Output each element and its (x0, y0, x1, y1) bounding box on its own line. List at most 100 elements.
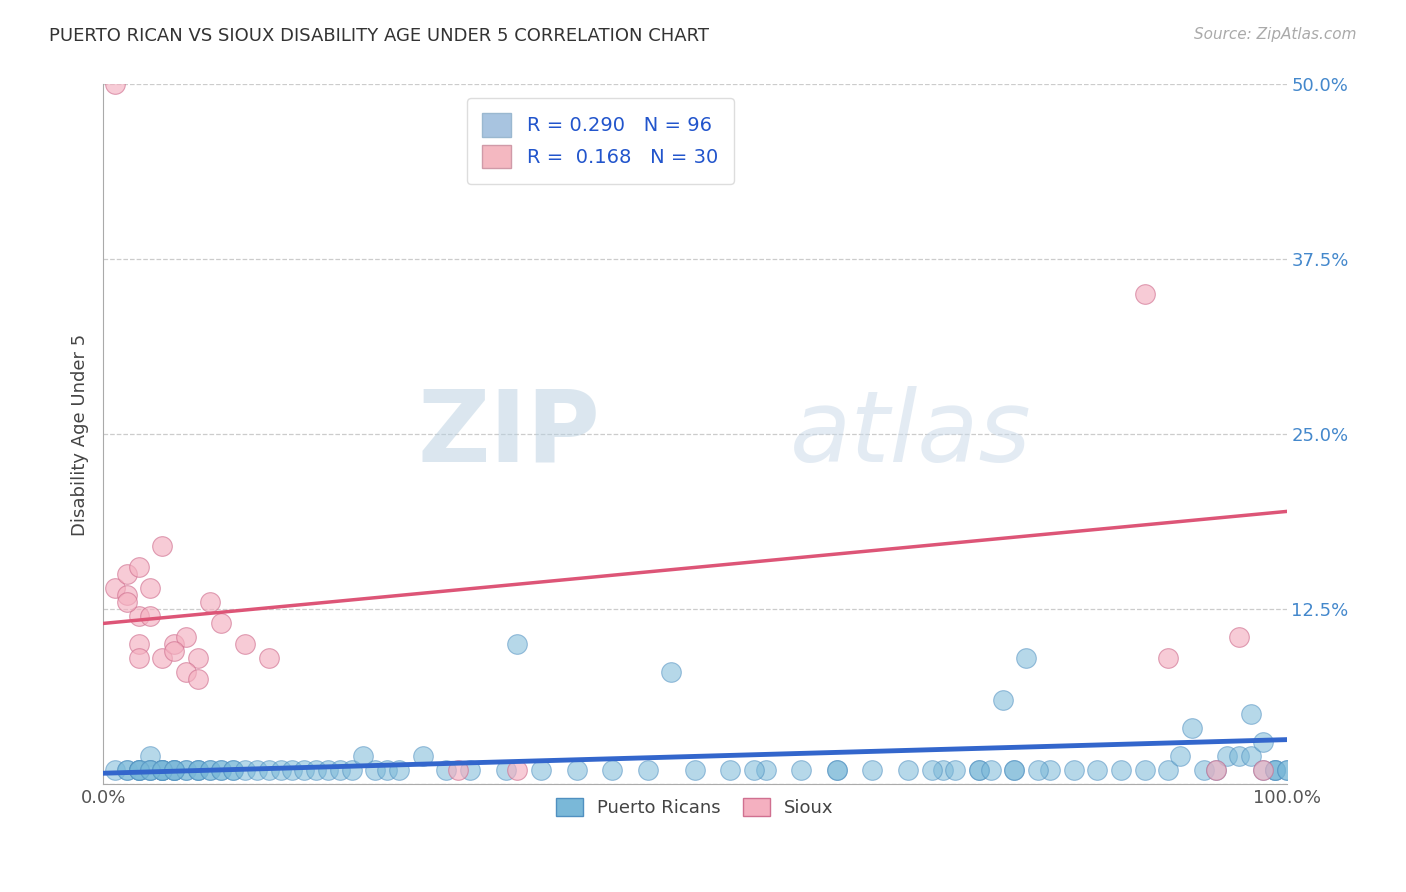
Point (1002, 764, 1025, 778)
Point (115, 764, 138, 778)
Point (388, 764, 411, 778)
Point (1133, 287, 1156, 301)
Point (1275, 764, 1298, 778)
Point (128, 609, 150, 624)
Point (755, 764, 778, 778)
Point (198, 764, 221, 778)
Point (211, 764, 233, 778)
Point (128, 764, 150, 778)
Point (637, 764, 659, 778)
Point (187, 651, 209, 665)
Point (659, 665, 682, 680)
Point (1002, 764, 1025, 778)
Point (412, 749, 434, 764)
Point (1264, 764, 1286, 778)
Point (1109, 764, 1132, 778)
Point (1227, 749, 1250, 764)
Point (139, 582, 162, 596)
Point (211, 616, 233, 631)
Point (128, 560, 150, 574)
Point (353, 749, 375, 764)
Point (150, 764, 173, 778)
Point (1181, 722, 1204, 736)
Point (150, 764, 173, 778)
Point (139, 764, 162, 778)
Point (742, 764, 765, 778)
Point (825, 764, 848, 778)
Point (1168, 749, 1191, 764)
Point (163, 764, 186, 778)
Point (790, 764, 813, 778)
Point (565, 764, 588, 778)
Point (128, 764, 150, 778)
Point (150, 540, 173, 554)
Point (163, 764, 186, 778)
Point (281, 764, 304, 778)
Point (222, 764, 245, 778)
Point (233, 637, 256, 651)
Point (115, 567, 138, 582)
Point (163, 764, 186, 778)
Point (187, 764, 209, 778)
Point (198, 764, 221, 778)
Point (600, 764, 623, 778)
Point (1275, 764, 1298, 778)
Point (270, 764, 292, 778)
Point (340, 764, 363, 778)
Point (139, 764, 162, 778)
Point (163, 644, 186, 658)
Point (211, 764, 233, 778)
Point (506, 637, 529, 651)
Point (825, 764, 848, 778)
Point (1157, 651, 1180, 665)
Point (174, 764, 197, 778)
Point (150, 764, 173, 778)
Legend: Puerto Ricans, Sioux: Puerto Ricans, Sioux (548, 790, 841, 824)
Point (174, 764, 197, 778)
Point (921, 764, 943, 778)
Point (506, 764, 529, 778)
Point (1039, 764, 1062, 778)
Point (1063, 764, 1085, 778)
Point (458, 764, 481, 778)
Point (1205, 764, 1227, 778)
Point (1251, 764, 1274, 778)
Point (1264, 764, 1286, 778)
Text: ZIP: ZIP (418, 386, 600, 483)
Point (292, 764, 315, 778)
Point (104, 78, 127, 92)
Point (150, 764, 173, 778)
Point (495, 764, 517, 778)
Point (932, 764, 955, 778)
Point (1026, 764, 1049, 778)
Point (150, 651, 173, 665)
Point (139, 609, 162, 624)
Point (683, 764, 706, 778)
Point (980, 764, 1002, 778)
Point (174, 631, 197, 645)
Point (316, 764, 339, 778)
Point (104, 764, 127, 778)
Point (128, 637, 150, 651)
Point (128, 764, 150, 778)
Point (128, 764, 150, 778)
Point (222, 764, 245, 778)
Text: PUERTO RICAN VS SIOUX DISABILITY AGE UNDER 5 CORRELATION CHART: PUERTO RICAN VS SIOUX DISABILITY AGE UND… (49, 27, 709, 45)
Point (257, 764, 280, 778)
Point (1240, 707, 1263, 722)
Point (1251, 735, 1274, 749)
Point (1240, 749, 1263, 764)
Point (115, 589, 138, 603)
Point (967, 764, 990, 778)
Point (139, 749, 162, 764)
Point (128, 651, 150, 665)
Point (447, 764, 470, 778)
Point (1251, 764, 1274, 778)
Point (1157, 764, 1180, 778)
Point (174, 665, 197, 680)
Point (1133, 764, 1156, 778)
Point (257, 651, 280, 665)
Point (364, 764, 387, 778)
Point (246, 764, 269, 778)
Point (434, 764, 457, 778)
